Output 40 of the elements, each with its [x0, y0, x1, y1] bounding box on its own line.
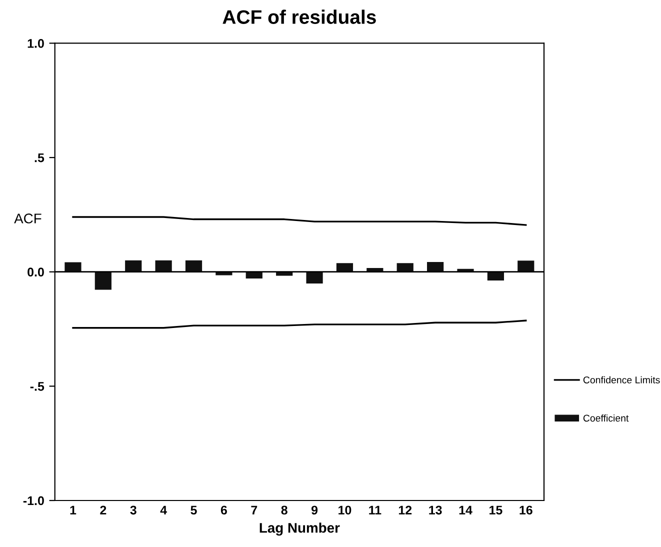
y-tick-label: 0.0 [28, 268, 44, 277]
bar [246, 272, 262, 278]
bar [336, 263, 354, 272]
bar [396, 263, 414, 272]
bar [306, 272, 323, 284]
x-tick-label: 3 [130, 506, 136, 515]
x-tick-label: 10 [338, 506, 352, 515]
x-tick-label: 4 [160, 506, 167, 514]
y-tick-label: -1.0 [23, 496, 44, 506]
bar [185, 260, 202, 272]
x-tick-label: 16 [520, 506, 532, 515]
y-axis-title: ACF [14, 214, 42, 224]
x-tick-label: 8 [281, 506, 288, 515]
bar [155, 260, 172, 272]
x-tick-label: 9 [311, 506, 318, 515]
bar [125, 260, 142, 272]
x-tick-label: 2 [100, 506, 106, 514]
bar [427, 262, 444, 272]
x-tick-label: 5 [190, 506, 197, 515]
bar [94, 272, 112, 290]
line-series [72, 216, 527, 226]
x-tick-label: 15 [490, 506, 502, 515]
x-tick-label: 7 [251, 506, 258, 514]
x-tick-label: 14 [459, 506, 472, 514]
x-tick-label: 13 [429, 506, 442, 515]
y-tick-label: .5 [34, 153, 44, 162]
bar [518, 260, 534, 272]
line-series [72, 320, 527, 329]
x-tick-label: 12 [398, 506, 412, 514]
y-tick-label: 1.0 [28, 39, 44, 48]
y-tick-label: -.5 [30, 382, 44, 391]
bar [487, 272, 504, 281]
x-tick-label: 11 [369, 506, 382, 514]
bar [64, 262, 82, 272]
x-tick-label: 6 [220, 506, 227, 515]
x-axis-title: Lag Number [260, 522, 340, 536]
legend-label: Confidence Limits [583, 376, 660, 384]
chart-title: ACF of residuals [222, 10, 376, 24]
x-tick-label: 1 [70, 506, 76, 514]
legend-label: Coefficient [583, 414, 629, 422]
